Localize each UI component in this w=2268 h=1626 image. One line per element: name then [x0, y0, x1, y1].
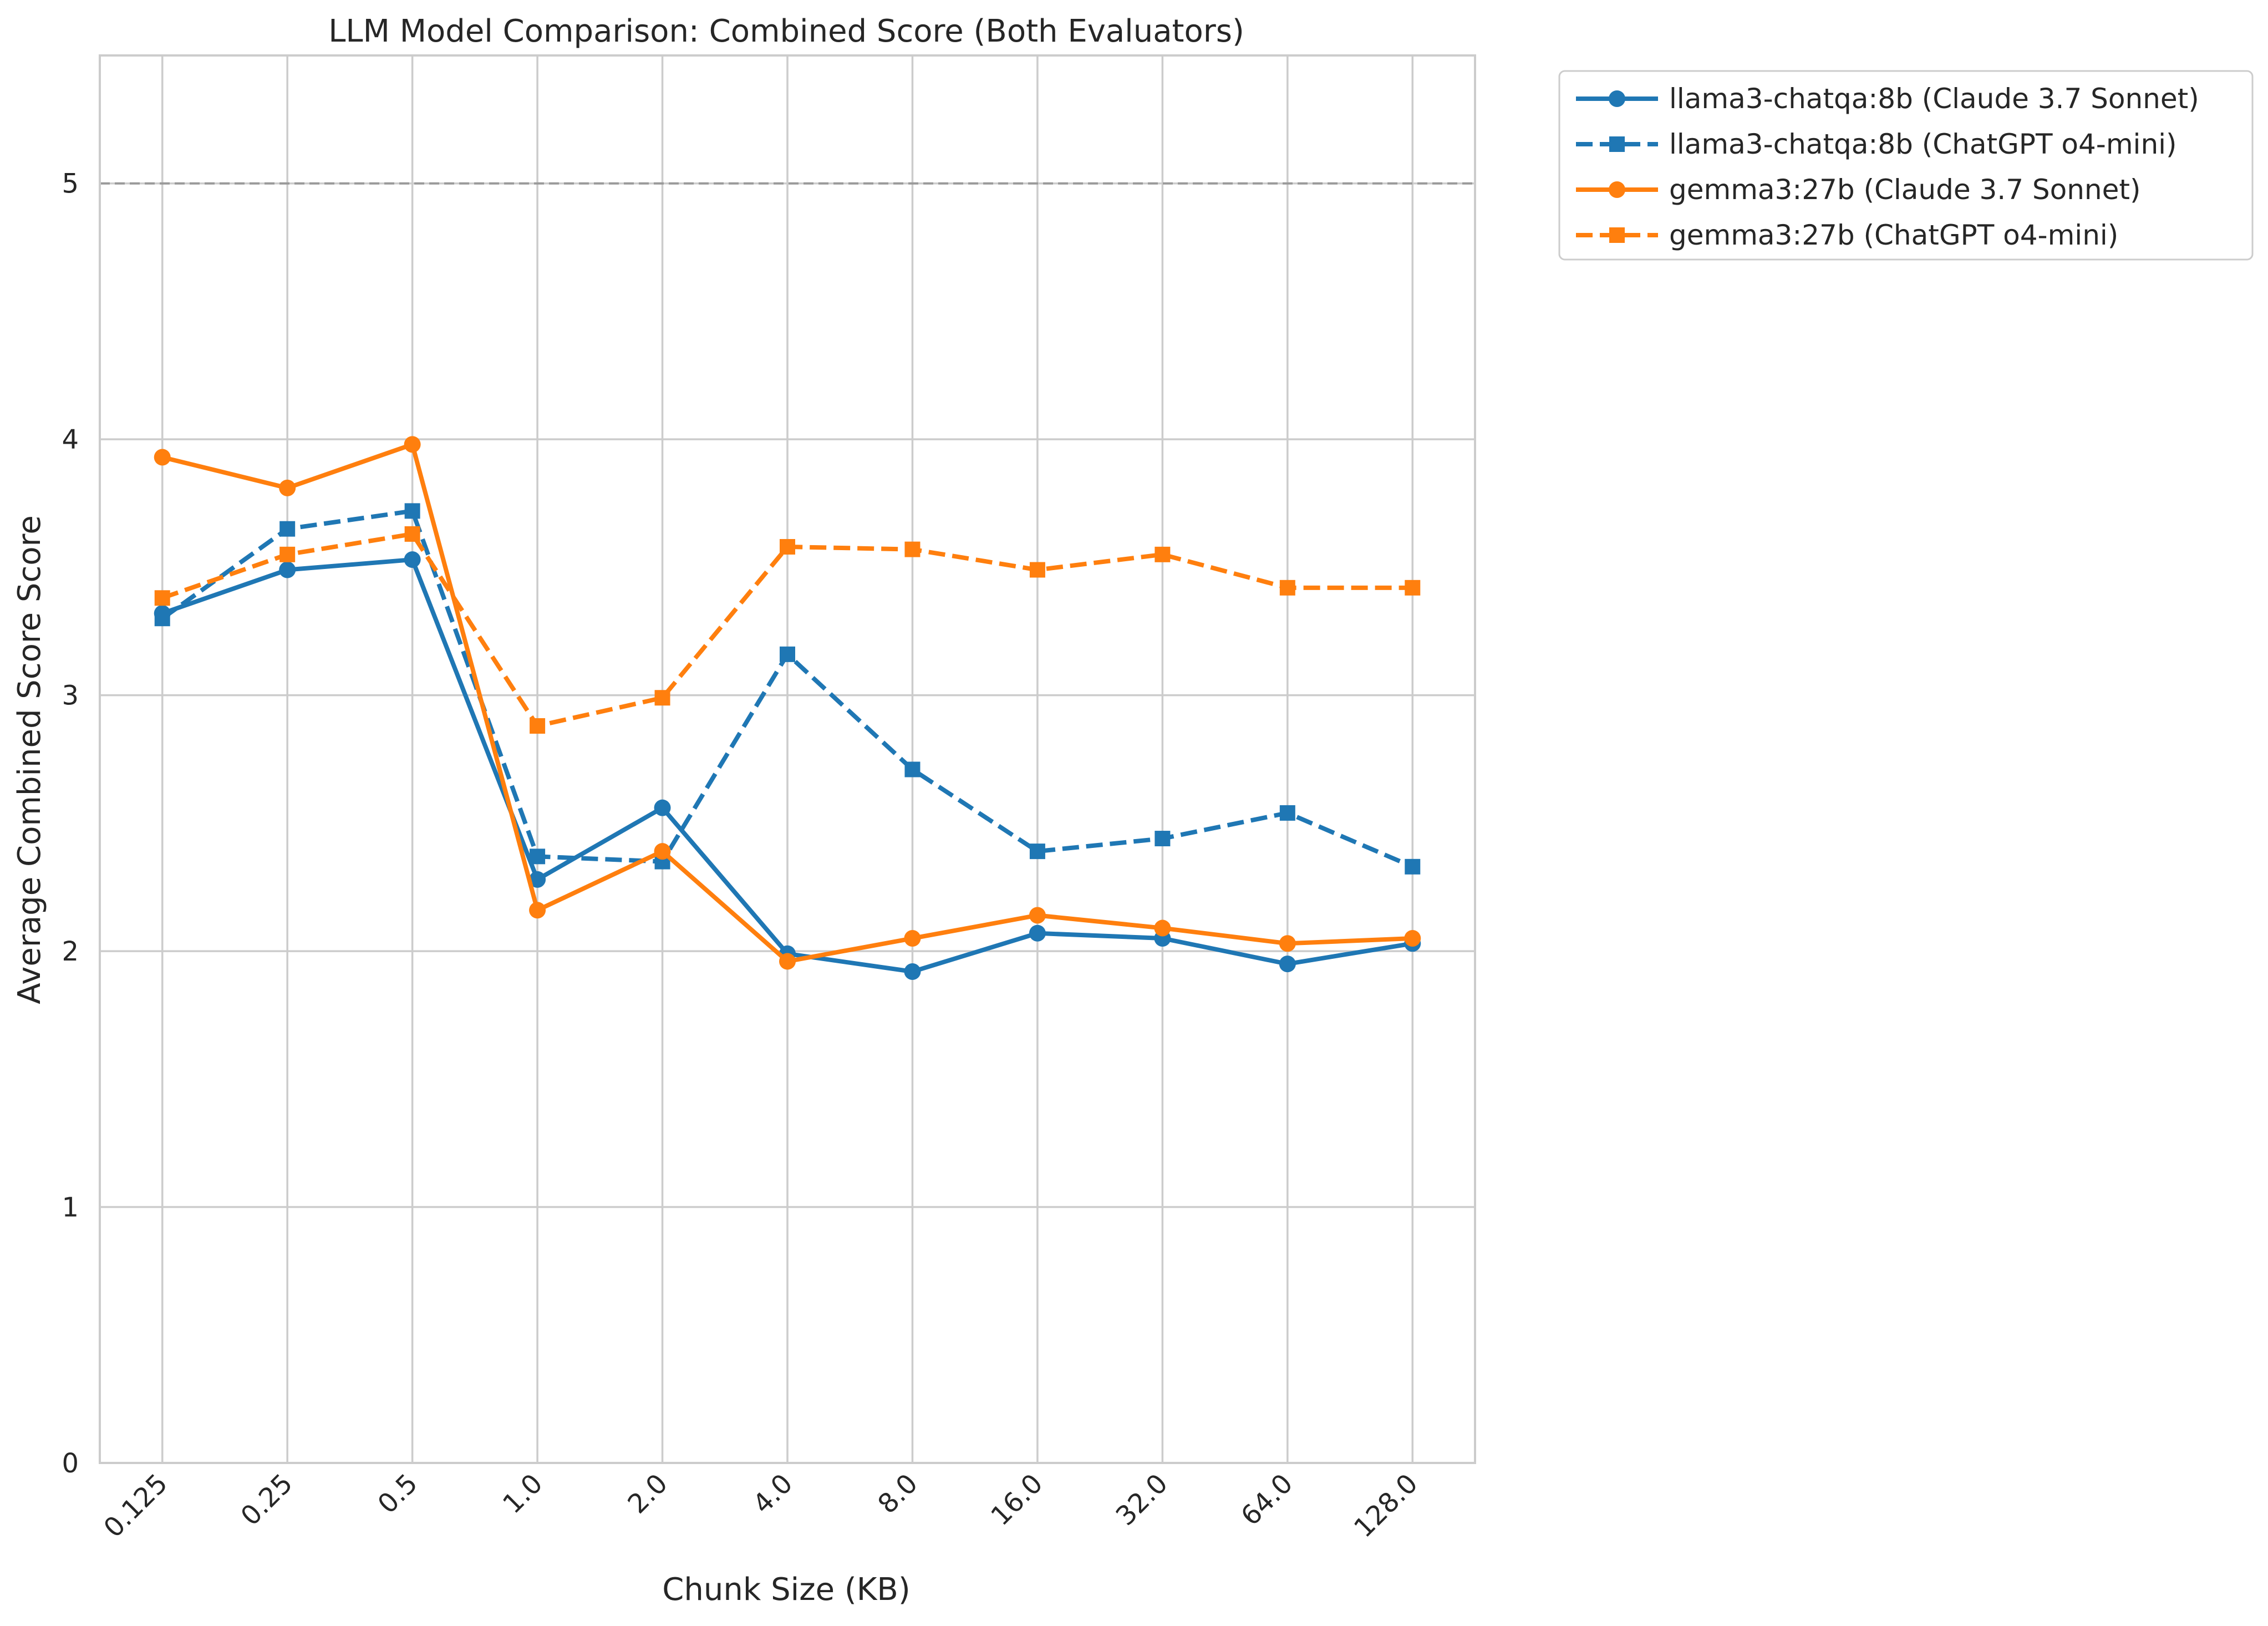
x-tick-label: 128.0: [1348, 1468, 1424, 1544]
plot-frame: [99, 54, 1476, 1464]
y-tick-labels: 0 1 2 3 4 5: [62, 169, 79, 1479]
data-point-square: [1155, 831, 1171, 847]
legend-marker-circle: [1609, 90, 1625, 107]
data-point-circle: [529, 902, 546, 919]
legend-marker-circle: [1609, 181, 1625, 198]
legend-item: gemma3:27b (ChatGPT o4-mini): [1576, 219, 2118, 251]
data-point-square: [530, 848, 546, 865]
legend-marker-square: [1609, 227, 1625, 243]
data-point-circle: [904, 963, 921, 980]
data-point-square: [1279, 805, 1295, 821]
chart-title: LLM Model Comparison: Combined Score (Bo…: [328, 13, 1244, 49]
legend-label: llama3-chatqa:8b (ChatGPT o4-mini): [1669, 128, 2177, 160]
y-tick-label: 5: [62, 169, 79, 200]
x-tick-label: 8.0: [872, 1468, 924, 1520]
data-point-square: [780, 646, 795, 662]
legend-label: gemma3:27b (Claude 3.7 Sonnet): [1669, 174, 2141, 206]
y-tick-label: 1: [62, 1192, 79, 1223]
legend-marker-square: [1609, 136, 1625, 152]
x-tick-label: 32.0: [1110, 1468, 1174, 1532]
data-point-square: [530, 718, 546, 734]
x-tick-label: 16.0: [985, 1468, 1049, 1532]
series-3: [154, 436, 1421, 970]
data-point-square: [154, 611, 170, 627]
data-point-square: [404, 503, 420, 519]
x-tick-label: 0.5: [372, 1468, 424, 1520]
x-tick-labels: 0.125 0.25 0.5 1.0 2.0 4.0 8.0 16.0 32.0 64.0 128.…: [98, 1468, 1423, 1544]
x-tick-label: 0.125: [98, 1468, 174, 1544]
y-tick-label: 0: [62, 1448, 79, 1479]
y-tick-label: 2: [62, 936, 79, 967]
data-point-circle: [529, 871, 546, 888]
data-point-circle: [404, 551, 421, 568]
data-point-circle: [279, 479, 296, 496]
data-point-circle: [154, 449, 171, 466]
data-point-square: [1279, 580, 1295, 596]
data-point-circle: [279, 561, 296, 578]
data-point-circle: [404, 436, 421, 453]
legend-label: gemma3:27b (ChatGPT o4-mini): [1669, 219, 2118, 251]
data-point-square: [1155, 546, 1171, 562]
legend: llama3-chatqa:8b (Claude 3.7 Sonnet) llam…: [1558, 70, 2254, 261]
series-2: [154, 503, 1421, 875]
data-point-square: [1405, 858, 1421, 875]
x-tick-label: 64.0: [1235, 1468, 1299, 1532]
legend-item: gemma3:27b (Claude 3.7 Sonnet): [1576, 174, 2141, 206]
legend-label: llama3-chatqa:8b (Claude 3.7 Sonnet): [1669, 83, 2199, 115]
data-point-square: [404, 526, 420, 542]
legend-item: llama3-chatqa:8b (ChatGPT o4-mini): [1576, 128, 2177, 160]
legend-items: llama3-chatqa:8b (Claude 3.7 Sonnet) llam…: [1576, 83, 2199, 251]
data-point-circle: [1029, 924, 1046, 942]
data-point-circle: [654, 843, 671, 860]
data-point-square: [904, 541, 921, 557]
y-tick-label: 3: [62, 680, 79, 712]
x-tick-label: 0.25: [235, 1468, 298, 1532]
data-point-circle: [1029, 907, 1046, 924]
data-point-circle: [1154, 919, 1171, 937]
legend-item: llama3-chatqa:8b (Claude 3.7 Sonnet): [1576, 83, 2199, 115]
y-tick-label: 4: [62, 424, 79, 455]
x-tick-label: 1.0: [497, 1468, 549, 1520]
x-axis-label: Chunk Size (KB): [662, 1572, 910, 1608]
data-point-circle: [1279, 935, 1296, 952]
y-axis-label: Average Combined Score Score: [12, 515, 48, 1004]
series-layer: [154, 436, 1421, 980]
data-point-square: [1029, 562, 1045, 578]
data-point-circle: [779, 953, 796, 970]
data-point-square: [1029, 844, 1045, 860]
data-point-square: [279, 521, 296, 537]
data-point-square: [780, 538, 795, 555]
data-point-circle: [904, 930, 921, 947]
data-point-circle: [1404, 930, 1421, 947]
data-point-square: [1405, 580, 1421, 596]
legend-box: [1558, 70, 2254, 261]
data-point-square: [904, 761, 921, 778]
data-point-circle: [654, 799, 671, 816]
x-tick-label: 2.0: [622, 1468, 674, 1520]
data-point-circle: [1279, 956, 1296, 973]
data-point-square: [654, 690, 670, 706]
series-4: [154, 526, 1421, 734]
data-point-square: [279, 546, 296, 562]
grid-layer: [100, 55, 1475, 1464]
data-point-square: [154, 590, 170, 606]
x-tick-label: 4.0: [747, 1468, 799, 1520]
